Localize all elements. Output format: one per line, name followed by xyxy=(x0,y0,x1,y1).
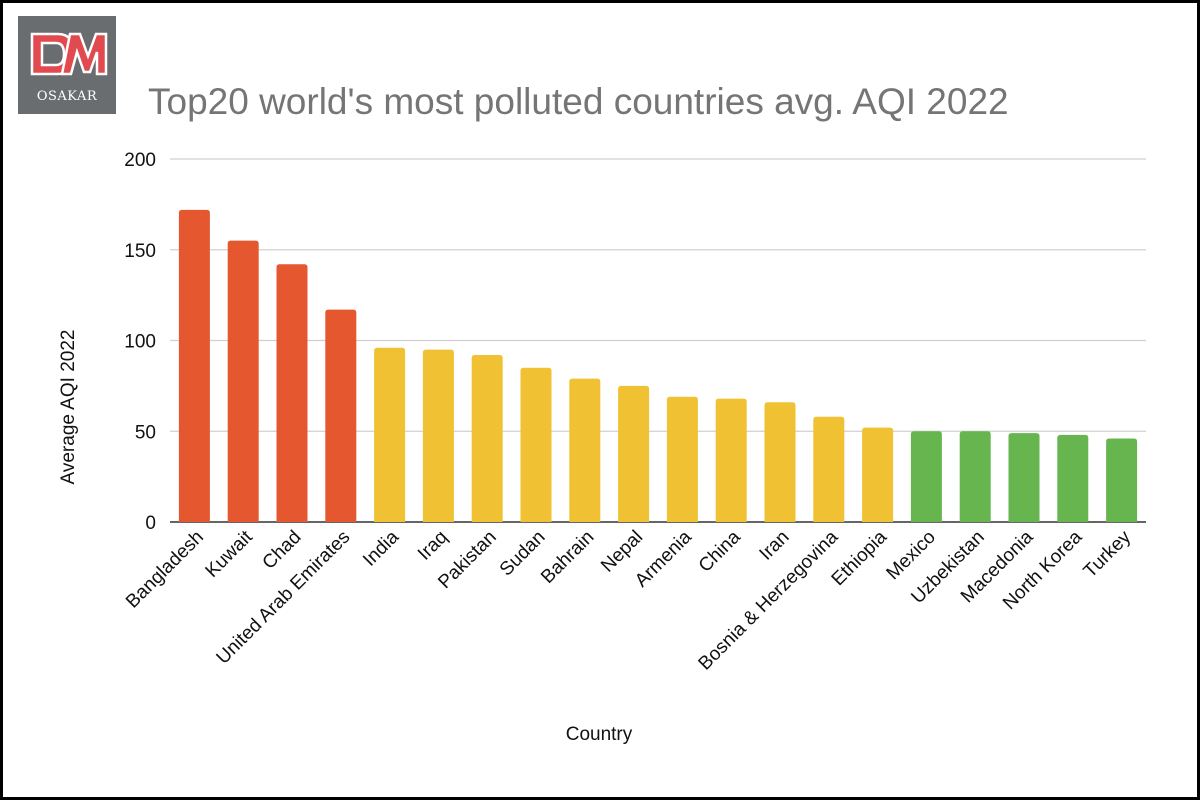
x-tick-label: Bahrain xyxy=(537,527,598,588)
bar-mexico xyxy=(910,431,942,522)
bar-uzbekistan xyxy=(959,431,991,522)
y-tick-label: 0 xyxy=(145,513,156,534)
bar-chad xyxy=(276,264,308,522)
bar-united-arab-emirates xyxy=(325,309,357,522)
bar-nepal xyxy=(618,385,650,522)
y-tick-label: 50 xyxy=(135,422,156,443)
y-tick-label: 200 xyxy=(124,150,156,171)
logo-text: OSAKAR xyxy=(36,89,98,104)
bar-armenia xyxy=(666,396,698,522)
bar-north-korea xyxy=(1057,434,1089,522)
x-tick-label: China xyxy=(695,526,745,576)
x-tick-label: Ethiopia xyxy=(828,526,892,590)
y-tick-label: 150 xyxy=(124,241,156,262)
bar-india xyxy=(374,347,406,522)
bar-china xyxy=(715,398,747,522)
y-axis-ticks: 0 50 100 150 200 xyxy=(124,150,156,534)
bar-ethiopia xyxy=(862,427,894,522)
dm-logo-mark-icon xyxy=(30,32,108,76)
bars xyxy=(178,209,1138,523)
y-axis-label: Average AQI 2022 xyxy=(58,330,79,485)
bar-bahrain xyxy=(569,378,601,522)
bar-iran xyxy=(764,402,796,522)
gridlines xyxy=(170,158,1146,523)
bar-bosnia-herzegovina xyxy=(813,416,845,522)
bar-bangladesh xyxy=(178,209,210,522)
y-tick-label: 100 xyxy=(124,332,156,353)
osakar-logo: OSAKAR xyxy=(18,16,116,114)
x-tick-label: Bangladesh xyxy=(122,527,208,613)
bar-sudan xyxy=(520,367,552,522)
bar-macedonia xyxy=(1008,433,1040,522)
chart-title: Top20 world's most polluted countries av… xyxy=(148,81,1009,122)
x-axis-label: Country xyxy=(566,724,633,745)
x-tick-label: India xyxy=(359,526,403,570)
x-tick-label: Turkey xyxy=(1080,526,1136,582)
x-tick-label: Iran xyxy=(756,527,794,565)
bar-iraq xyxy=(422,349,454,522)
x-tick-label: Iraq xyxy=(414,527,452,565)
bar-kuwait xyxy=(227,240,259,523)
bar-turkey xyxy=(1106,438,1138,522)
bar-pakistan xyxy=(471,355,503,522)
x-tick-label: Kuwait xyxy=(202,526,258,582)
